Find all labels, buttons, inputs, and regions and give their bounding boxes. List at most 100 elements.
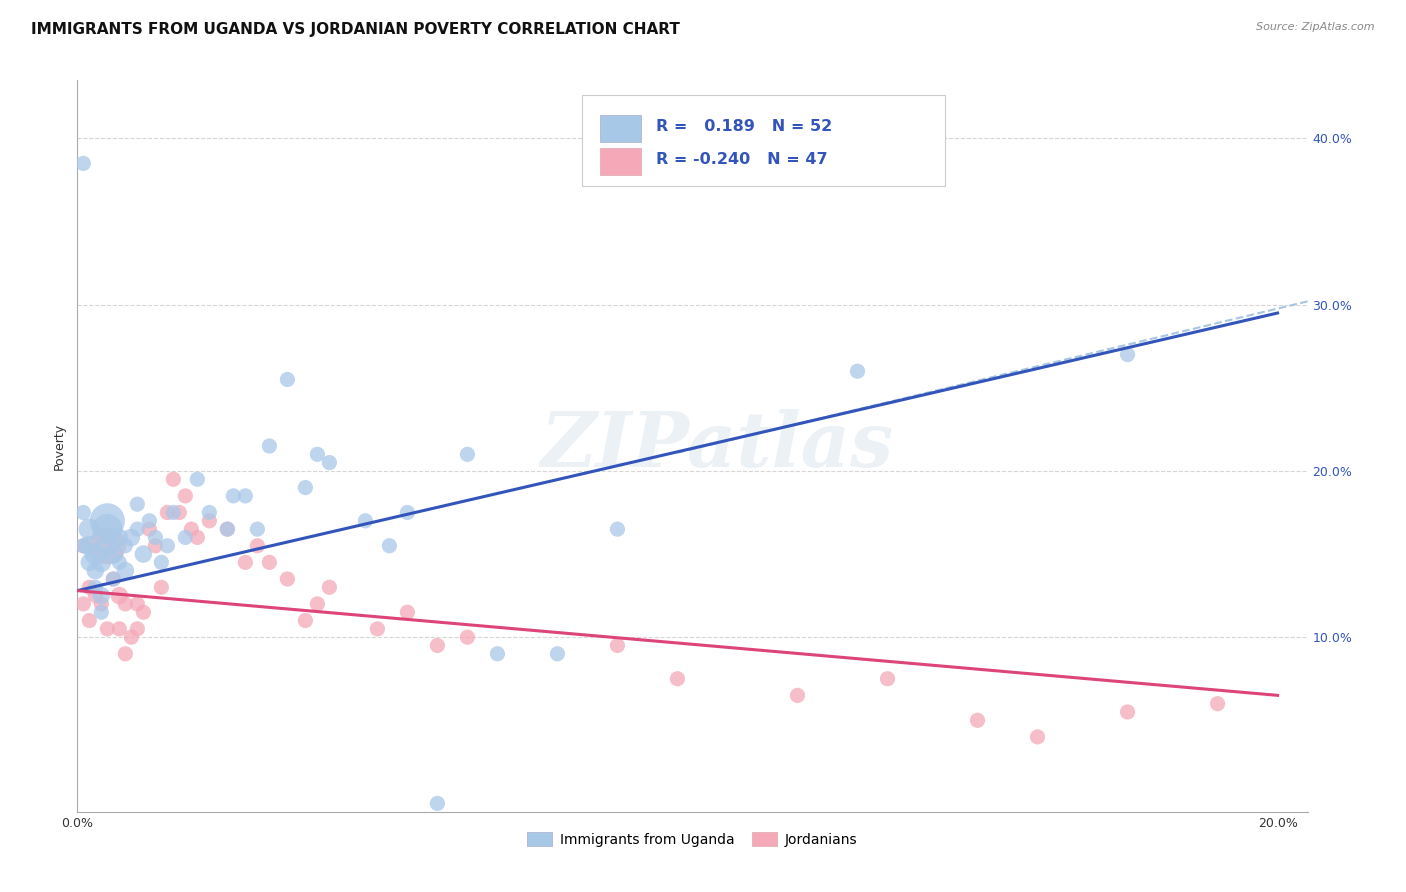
Point	[186, 530, 208, 544]
Point	[138, 522, 160, 536]
Point	[79, 580, 101, 594]
Point	[354, 514, 377, 528]
Point	[84, 589, 107, 603]
Point	[246, 539, 269, 553]
Point	[606, 522, 628, 536]
Point	[72, 597, 94, 611]
Point	[72, 506, 94, 520]
Text: Source: ZipAtlas.com: Source: ZipAtlas.com	[1257, 22, 1375, 32]
Y-axis label: Poverty: Poverty	[52, 423, 66, 469]
Point	[546, 647, 568, 661]
FancyBboxPatch shape	[582, 95, 945, 186]
Point	[846, 364, 869, 378]
Point	[79, 539, 101, 553]
Point	[456, 630, 478, 644]
Point	[198, 514, 221, 528]
Point	[127, 597, 149, 611]
Point	[90, 605, 112, 619]
Point	[174, 530, 197, 544]
Point	[108, 530, 131, 544]
Point	[606, 639, 628, 653]
Point	[186, 472, 208, 486]
Point	[156, 506, 179, 520]
Point	[276, 372, 298, 386]
Text: R =   0.189   N = 52: R = 0.189 N = 52	[655, 119, 832, 134]
Point	[84, 580, 107, 594]
Point	[966, 714, 988, 728]
Point	[169, 506, 191, 520]
Point	[276, 572, 298, 586]
Point	[318, 456, 340, 470]
Point	[150, 580, 173, 594]
Point	[108, 555, 131, 569]
Point	[72, 156, 94, 170]
Point	[786, 689, 808, 703]
Point	[72, 539, 94, 553]
Point	[162, 472, 184, 486]
Point	[396, 605, 419, 619]
Point	[1116, 705, 1139, 719]
Point	[217, 522, 239, 536]
Point	[426, 797, 449, 811]
Point	[90, 555, 112, 569]
Point	[114, 539, 136, 553]
Point	[156, 539, 179, 553]
Point	[378, 539, 401, 553]
Point	[103, 572, 125, 586]
Point	[108, 589, 131, 603]
Point	[318, 580, 340, 594]
Point	[294, 614, 316, 628]
Point	[120, 530, 142, 544]
Point	[127, 497, 149, 511]
Point	[294, 481, 316, 495]
Point	[1206, 697, 1229, 711]
Legend: Immigrants from Uganda, Jordanians: Immigrants from Uganda, Jordanians	[522, 827, 863, 853]
Point	[1026, 730, 1049, 744]
Point	[426, 639, 449, 653]
Point	[259, 555, 281, 569]
Point	[396, 506, 419, 520]
Point	[114, 647, 136, 661]
Point	[143, 539, 166, 553]
Point	[876, 672, 898, 686]
Point	[307, 597, 329, 611]
Point	[222, 489, 245, 503]
Point	[103, 547, 125, 561]
Text: ZIPatlas: ZIPatlas	[540, 409, 894, 483]
Point	[259, 439, 281, 453]
Point	[235, 489, 257, 503]
Point	[79, 522, 101, 536]
Point	[456, 447, 478, 461]
Point	[143, 530, 166, 544]
Point	[96, 514, 118, 528]
Point	[246, 522, 269, 536]
Point	[666, 672, 689, 686]
Point	[114, 564, 136, 578]
FancyBboxPatch shape	[600, 115, 641, 143]
Point	[1116, 347, 1139, 362]
Point	[486, 647, 509, 661]
FancyBboxPatch shape	[600, 147, 641, 176]
Point	[366, 622, 388, 636]
Point	[96, 622, 118, 636]
Point	[138, 514, 160, 528]
Point	[96, 539, 118, 553]
Point	[84, 547, 107, 561]
Point	[217, 522, 239, 536]
Point	[180, 522, 202, 536]
Point	[307, 447, 329, 461]
Point	[90, 589, 112, 603]
Point	[132, 547, 155, 561]
Point	[198, 506, 221, 520]
Point	[127, 522, 149, 536]
Point	[162, 506, 184, 520]
Point	[96, 522, 118, 536]
Point	[120, 630, 142, 644]
Point	[84, 564, 107, 578]
Point	[114, 597, 136, 611]
Point	[108, 622, 131, 636]
Point	[174, 489, 197, 503]
Point	[72, 539, 94, 553]
Point	[79, 555, 101, 569]
Point	[235, 555, 257, 569]
